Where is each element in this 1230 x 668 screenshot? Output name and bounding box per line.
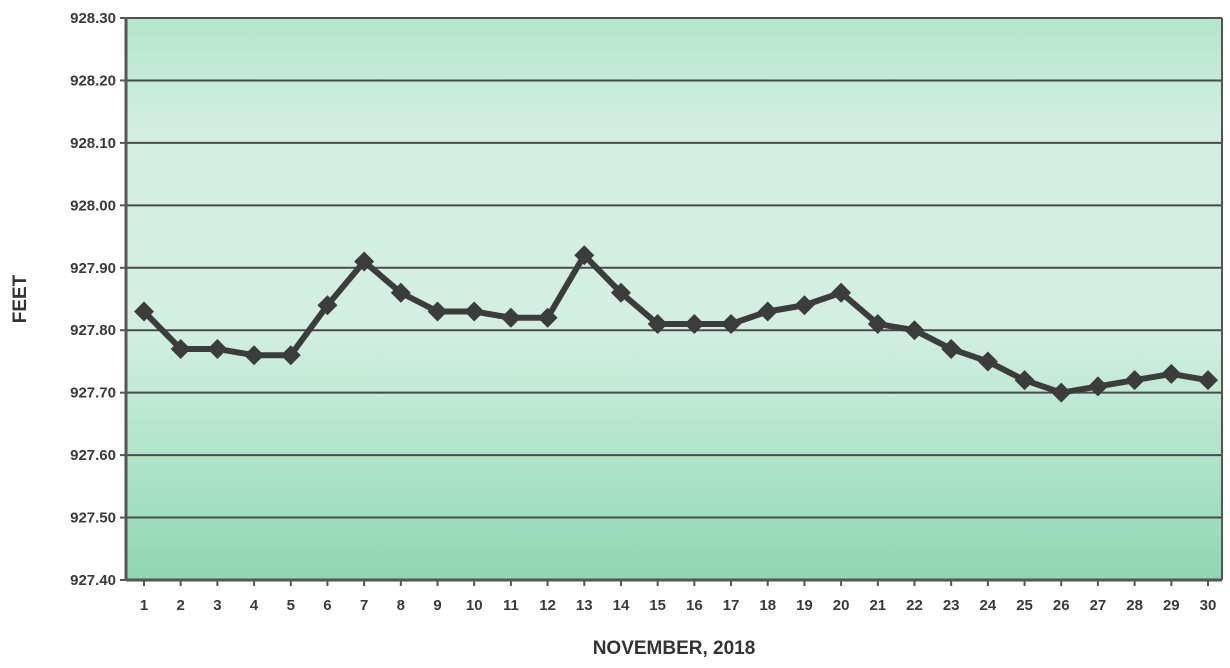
x-tick-label: 7 <box>360 597 368 614</box>
data-point <box>977 351 998 372</box>
data-point <box>354 251 375 272</box>
x-tick-label: 13 <box>576 597 593 614</box>
data-point <box>1051 382 1072 403</box>
y-tick-label: 927.60 <box>70 447 116 464</box>
data-point <box>1124 370 1145 391</box>
data-point <box>207 338 228 359</box>
x-tick-label: 9 <box>433 597 441 614</box>
x-tick-label: 27 <box>1090 597 1107 614</box>
data-point <box>500 307 521 328</box>
data-point <box>1014 370 1035 391</box>
y-tick-label: 927.80 <box>70 322 116 339</box>
x-tick-label: 14 <box>613 597 630 614</box>
data-point <box>794 295 815 316</box>
x-tick-label: 21 <box>869 597 886 614</box>
x-tick-label: 8 <box>397 597 405 614</box>
y-tick-label: 928.20 <box>70 72 116 89</box>
x-tick-label: 19 <box>796 597 813 614</box>
x-tick-label: 17 <box>723 597 740 614</box>
x-tick-label: 3 <box>213 597 221 614</box>
x-tick-label: 30 <box>1200 597 1217 614</box>
data-point <box>831 282 852 303</box>
x-tick-label: 10 <box>466 597 483 614</box>
series-layer <box>134 245 1218 403</box>
plot-area <box>126 18 1222 580</box>
y-tick-label: 928.00 <box>70 197 116 214</box>
data-point <box>280 345 301 366</box>
data-point <box>1087 376 1108 397</box>
x-tick-label: 18 <box>759 597 776 614</box>
x-tick-label: 12 <box>539 597 556 614</box>
x-tick-labels: 1 2 3 4 5 6 7 8 9 10 11 12 13 14 15 16 17 18 19 20 21 22 23 24 2… <box>140 580 1217 614</box>
data-point <box>317 295 338 316</box>
data-point <box>574 245 595 266</box>
y-axis-title: FEET <box>10 274 31 323</box>
y-tick-label: 927.70 <box>70 385 116 402</box>
data-point <box>464 301 485 322</box>
data-point <box>904 320 925 341</box>
data-point <box>427 301 448 322</box>
x-tick-label: 23 <box>943 597 960 614</box>
data-point <box>1161 363 1182 384</box>
x-tick-label: 11 <box>503 597 519 614</box>
data-point <box>390 282 411 303</box>
x-tick-label: 20 <box>833 597 850 614</box>
data-point <box>684 313 705 334</box>
x-tick-label: 5 <box>287 597 295 614</box>
data-point <box>757 301 778 322</box>
x-tick-label: 28 <box>1126 597 1143 614</box>
x-tick-label: 24 <box>980 597 997 614</box>
x-tick-label: 15 <box>649 597 666 614</box>
x-tick-label: 1 <box>140 597 148 614</box>
x-tick-label: 29 <box>1163 597 1180 614</box>
y-tick-label: 927.40 <box>70 572 116 589</box>
data-point <box>1198 370 1218 391</box>
data-point <box>537 307 558 328</box>
y-tick-label: 927.50 <box>70 510 116 527</box>
x-tick-label: 22 <box>906 597 923 614</box>
data-point <box>647 313 668 334</box>
x-tick-label: 16 <box>686 597 703 614</box>
y-tick-labels: 927.40 927.50 927.60 927.70 927.80 927.90 928.… <box>70 10 116 589</box>
data-point <box>244 345 265 366</box>
axes <box>124 17 1223 582</box>
x-tick-label: 25 <box>1016 597 1033 614</box>
data-point <box>721 313 742 334</box>
data-point <box>170 338 191 359</box>
y-tick-label: 928.10 <box>70 135 116 152</box>
y-tick-label: 927.90 <box>70 260 116 277</box>
x-tick-label: 4 <box>250 597 259 614</box>
data-point <box>867 313 888 334</box>
x-tick-label: 2 <box>177 597 185 614</box>
y-tick-label: 928.30 <box>70 10 116 27</box>
data-point <box>134 301 154 322</box>
x-tick-label: 26 <box>1053 597 1070 614</box>
x-axis-title: NOVEMBER, 2018 <box>593 638 756 659</box>
data-point <box>941 338 962 359</box>
x-tick-label: 6 <box>323 597 331 614</box>
data-point <box>610 282 631 303</box>
